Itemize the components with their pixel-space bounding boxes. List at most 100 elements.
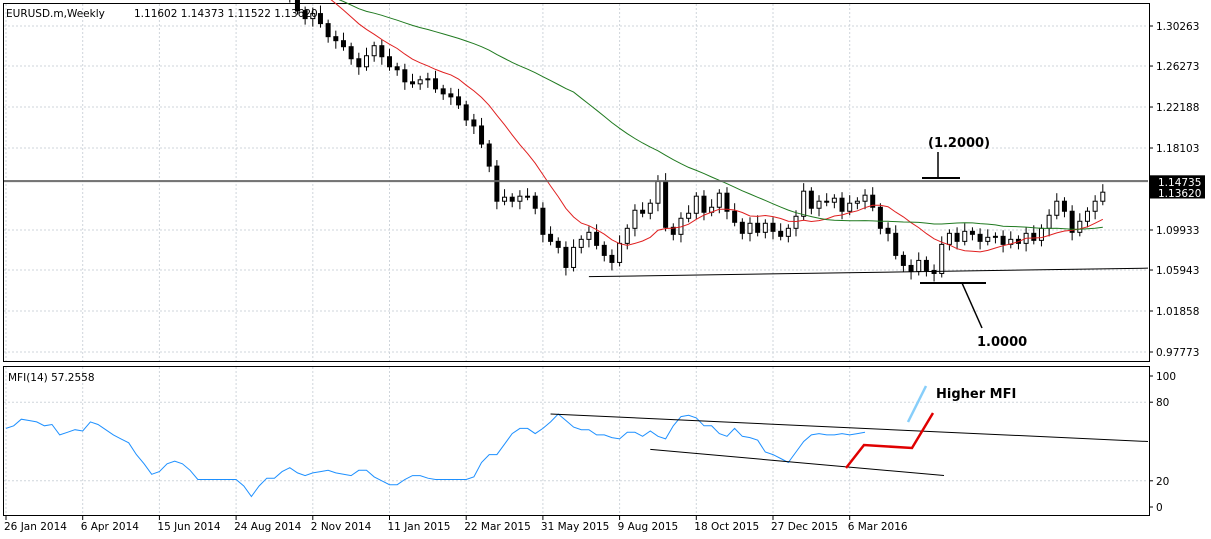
mfi-tick-label: 100 xyxy=(1156,371,1176,383)
ma-slow-line xyxy=(338,0,1103,230)
candle-body xyxy=(946,232,952,245)
candle-body xyxy=(877,206,883,229)
candle-body xyxy=(532,195,538,209)
mfi-higher-marker xyxy=(906,385,928,423)
candle-body xyxy=(379,45,385,58)
candle-body xyxy=(931,269,937,274)
candle-body xyxy=(663,180,669,228)
candle-body xyxy=(716,192,722,208)
candle-body xyxy=(578,238,584,248)
price-lower-lows-marker xyxy=(845,412,935,469)
mfi-line xyxy=(5,413,866,498)
candle-body xyxy=(517,195,523,202)
x-tick-label: 9 Aug 2015 xyxy=(618,521,679,533)
candle-body xyxy=(900,254,906,266)
candle-body xyxy=(962,230,968,242)
candle-body xyxy=(363,55,369,68)
candle-body xyxy=(448,93,454,98)
candle-body xyxy=(1084,210,1090,222)
y-tick-label: 1.26273 xyxy=(1156,61,1199,73)
x-tick-label: 15 Jun 2014 xyxy=(157,521,220,533)
candle-body xyxy=(655,180,661,204)
candle-body xyxy=(348,46,354,60)
y-tick-label: 1.22188 xyxy=(1156,102,1199,114)
candle-body xyxy=(632,209,638,229)
x-tick-label: 6 Mar 2016 xyxy=(848,521,908,533)
candle-body xyxy=(847,202,853,212)
candle-body xyxy=(831,197,837,203)
candle-body xyxy=(394,66,400,71)
candle-body xyxy=(785,227,791,237)
candle-body xyxy=(440,88,446,95)
candle-body xyxy=(317,13,323,25)
candle-body xyxy=(701,195,707,213)
x-tick-label: 24 Aug 2014 xyxy=(234,521,302,533)
candle-body xyxy=(893,232,899,256)
candle-body xyxy=(586,231,592,240)
candle-body xyxy=(870,194,876,208)
candle-body xyxy=(808,190,814,209)
candle-body xyxy=(594,231,600,246)
mfi-upper-trendline xyxy=(550,413,1149,442)
candle-body xyxy=(839,197,845,212)
candle-body xyxy=(647,202,653,214)
candle-body xyxy=(670,226,676,235)
candle-body xyxy=(525,195,531,198)
candle-body xyxy=(755,222,761,233)
candle-body xyxy=(747,222,753,234)
candle-body xyxy=(563,246,569,268)
candle-body xyxy=(509,196,515,202)
candle-body xyxy=(732,210,738,223)
symbol-label: EURUSD.m,Weekly xyxy=(6,8,105,20)
mfi-tick-label: 20 xyxy=(1156,476,1169,488)
candle-body xyxy=(433,78,439,90)
mfi-tick-label: 80 xyxy=(1156,397,1169,409)
candle-body xyxy=(425,78,431,81)
annotation-1-0000: 1.0000 xyxy=(977,335,1027,350)
candle-body xyxy=(1046,214,1052,229)
candle-body xyxy=(402,69,408,83)
candle-body xyxy=(954,232,960,242)
candle-body xyxy=(1000,235,1006,245)
annotation-higher-mfi: Higher MFI xyxy=(936,387,1016,402)
candle-body xyxy=(356,58,362,68)
candle-body xyxy=(1061,200,1067,212)
candle-body xyxy=(294,0,300,12)
candle-body xyxy=(1077,220,1083,233)
candle-body xyxy=(778,230,784,237)
annotation-1-2000: (1.2000) xyxy=(928,136,990,151)
candle-body xyxy=(325,23,331,38)
candle-body xyxy=(601,244,607,256)
candle-body xyxy=(371,45,377,57)
price-axis: 1.30263 1.26273 1.22188 1.18103 1.147351.136… xyxy=(1149,21,1205,359)
candle-body xyxy=(824,200,830,203)
candle-body xyxy=(916,259,922,272)
candle-body xyxy=(340,40,346,48)
candle-body xyxy=(793,215,799,229)
candle-body xyxy=(985,236,991,242)
candle-body xyxy=(977,233,983,242)
level-1-0000-pointer xyxy=(961,282,983,329)
candle-body xyxy=(417,79,423,85)
candle-body xyxy=(801,190,807,217)
candle-body xyxy=(1031,232,1037,241)
price-level-label: 1.14735 xyxy=(1158,177,1201,189)
x-tick-label: 6 Apr 2014 xyxy=(81,521,140,533)
candle-body xyxy=(463,104,469,121)
candle-body xyxy=(640,209,646,214)
candle-body xyxy=(686,212,692,219)
candle-body xyxy=(969,230,975,235)
grid-lines xyxy=(4,4,1148,515)
candle-body xyxy=(1054,200,1060,216)
ma-fast-line xyxy=(330,0,1104,253)
y-tick-label: 1.18103 xyxy=(1156,143,1199,155)
candle-body xyxy=(624,227,630,244)
candle-body xyxy=(739,221,745,234)
candle-body xyxy=(471,119,477,127)
price-level-box xyxy=(1150,186,1205,199)
candle-body xyxy=(456,96,462,106)
x-tick-label: 18 Oct 2015 xyxy=(694,521,759,533)
candle-body xyxy=(617,242,623,263)
candle-body xyxy=(1069,210,1075,233)
candle-body xyxy=(992,235,998,238)
